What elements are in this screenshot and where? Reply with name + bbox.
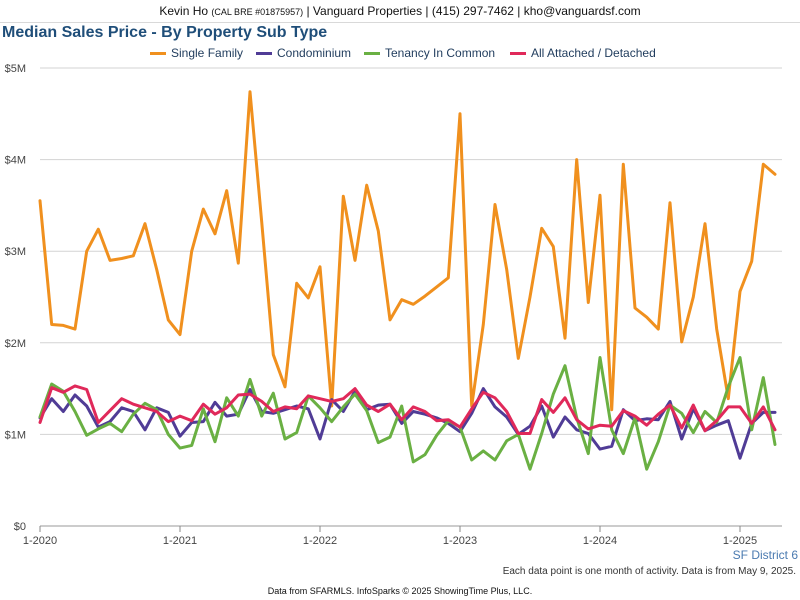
series-lines bbox=[38, 90, 777, 471]
y-tick-label: $3M bbox=[5, 246, 26, 258]
agent-license: (CAL BRE #01875957) bbox=[211, 7, 304, 17]
chart-title: Median Sales Price - By Property Sub Typ… bbox=[2, 24, 328, 41]
series-line-all-attached-detached bbox=[38, 384, 777, 435]
x-tick-label: 1-2020 bbox=[23, 535, 57, 547]
footer-credit: Data from SFARMLS. InfoSparks © 2025 Sho… bbox=[267, 586, 533, 596]
x-axis: 1-2020 1-2021 1-2022 1-2023 1-2024 1-2025 bbox=[23, 526, 757, 547]
line-chart: $0$1M$2M$3M$4M$5M 1-2020 1-2021 1-2022 1-20… bbox=[5, 63, 782, 547]
agent-contact: | Vanguard Properties | (415) 297-7462 |… bbox=[306, 4, 641, 18]
series-line-single-family bbox=[38, 90, 777, 412]
y-tick-label: $2M bbox=[5, 338, 26, 350]
data-note: Each data point is one month of activity… bbox=[502, 566, 796, 577]
y-tick-label: $4M bbox=[5, 155, 26, 167]
x-tick-label: 1-2025 bbox=[723, 535, 757, 547]
legend: Single Family Condominium Tenancy In Com… bbox=[0, 46, 800, 62]
grid-lines bbox=[40, 67, 782, 527]
x-tick-label: 1-2021 bbox=[163, 535, 197, 547]
legend-swatch bbox=[256, 52, 272, 56]
legend-label: Condominium bbox=[277, 46, 352, 60]
x-tick-label: 1-2024 bbox=[583, 535, 617, 547]
legend-swatch bbox=[364, 52, 380, 56]
legend-label: Single Family bbox=[171, 46, 244, 60]
region-label: SF District 6 bbox=[732, 548, 798, 562]
y-axis-ticks: $0 $1M $2M $3M $4M $5M bbox=[5, 63, 26, 533]
legend-label: All Attached / Detached bbox=[531, 46, 656, 60]
series-line-tenancy-in-common bbox=[38, 356, 777, 471]
legend-item-single-family[interactable]: Single Family bbox=[150, 46, 243, 60]
agent-header: Kevin Ho (CAL BRE #01875957) | Vanguard … bbox=[0, 0, 800, 23]
legend-item-condominium[interactable]: Condominium bbox=[256, 46, 351, 60]
y-tick-label: $5M bbox=[5, 63, 26, 75]
legend-item-all-attached-detached[interactable]: All Attached / Detached bbox=[510, 46, 656, 60]
x-tick-label: 1-2022 bbox=[303, 535, 337, 547]
legend-label: Tenancy In Common bbox=[385, 46, 496, 60]
legend-item-tenancy-in-common[interactable]: Tenancy In Common bbox=[364, 46, 495, 60]
legend-swatch bbox=[510, 52, 526, 56]
agent-name: Kevin Ho bbox=[159, 4, 209, 18]
y-tick-label: $0 bbox=[14, 521, 26, 533]
x-tick-label: 1-2023 bbox=[443, 535, 477, 547]
legend-swatch bbox=[150, 52, 166, 56]
y-tick-label: $1M bbox=[5, 429, 26, 441]
